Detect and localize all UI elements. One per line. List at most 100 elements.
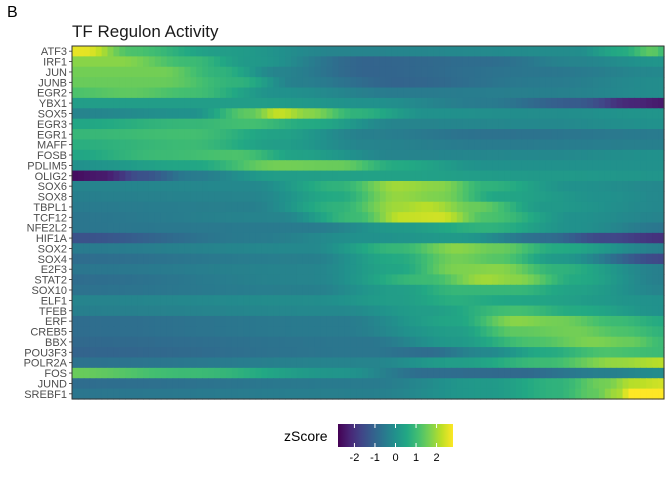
heatmap-cell <box>421 284 428 296</box>
heatmap-cell <box>326 149 334 161</box>
heatmap-cell <box>557 378 564 390</box>
heatmap-cell <box>338 336 345 348</box>
heatmap-cell <box>474 274 482 286</box>
heatmap-cell <box>107 56 115 68</box>
heatmap-cell <box>172 264 180 276</box>
heatmap-cell <box>563 201 570 213</box>
heatmap-cell <box>521 212 529 224</box>
heatmap-cell <box>148 222 156 234</box>
heatmap-cell <box>468 118 476 130</box>
heatmap-cell <box>539 315 547 327</box>
heatmap-cell <box>166 77 174 89</box>
heatmap-cell <box>326 170 334 182</box>
heatmap-cell <box>616 160 624 172</box>
heatmap-cell <box>231 139 239 151</box>
heatmap-cell <box>101 191 109 203</box>
heatmap-cell <box>89 108 97 120</box>
heatmap-cell <box>397 305 405 317</box>
heatmap-cell <box>220 160 227 172</box>
heatmap-cell <box>510 222 517 234</box>
heatmap-cell <box>249 212 257 224</box>
heatmap-cell <box>101 305 109 317</box>
heatmap-cell <box>569 378 576 390</box>
heatmap-cell <box>581 108 588 120</box>
heatmap-cell <box>516 222 523 234</box>
heatmap-cell <box>498 326 505 338</box>
heatmap-cell <box>137 295 144 307</box>
heatmap-cell <box>101 201 109 213</box>
heatmap-cell <box>291 118 298 130</box>
heatmap-cell <box>296 170 304 182</box>
heatmap-cell <box>516 305 523 317</box>
heatmap-cell <box>575 388 582 400</box>
heatmap-cell <box>492 222 499 234</box>
heatmap-cell <box>225 170 233 182</box>
heatmap-cell <box>587 108 594 120</box>
heatmap-cell <box>498 46 505 57</box>
heatmap-cell <box>450 139 458 151</box>
heatmap-cell <box>255 201 263 213</box>
heatmap-cell <box>344 118 351 130</box>
heatmap-cell <box>332 56 339 68</box>
heatmap-cell <box>308 367 316 379</box>
row-label: TCF12 <box>33 212 67 224</box>
heatmap-cell <box>196 243 203 255</box>
heatmap-cell <box>403 388 411 400</box>
heatmap-cell <box>492 264 499 276</box>
heatmap-cell <box>350 118 357 130</box>
heatmap-cell <box>545 77 553 89</box>
heatmap-cell <box>255 367 263 379</box>
heatmap-cell <box>468 264 476 276</box>
heatmap-cell <box>557 357 564 369</box>
heatmap-cell <box>320 357 328 369</box>
heatmap-cell <box>131 149 138 161</box>
heatmap-cell <box>208 87 215 99</box>
heatmap-cell <box>119 253 126 265</box>
heatmap-cell <box>610 357 618 369</box>
heatmap-cell <box>350 295 357 307</box>
heatmap-cell <box>598 191 606 203</box>
heatmap-cell <box>450 336 458 348</box>
heatmap-cell <box>302 149 310 161</box>
heatmap-cell <box>362 336 369 348</box>
heatmap-cell <box>533 357 541 369</box>
heatmap-cell <box>83 388 91 400</box>
heatmap-cell <box>409 66 416 78</box>
heatmap-cell <box>527 56 535 68</box>
heatmap-cell <box>166 388 174 400</box>
heatmap-cell <box>510 129 517 141</box>
heatmap-cell <box>450 295 458 307</box>
heatmap-cell <box>652 139 659 151</box>
heatmap-cell <box>296 66 304 78</box>
heatmap-cell <box>510 108 517 120</box>
heatmap-cell <box>356 253 363 265</box>
heatmap-cell <box>444 243 452 255</box>
heatmap-cell <box>190 170 197 182</box>
heatmap-cell <box>332 97 339 109</box>
heatmap-cell <box>77 232 85 244</box>
heatmap-cell <box>516 357 523 369</box>
heatmap-cell <box>640 222 647 234</box>
heatmap-cell <box>267 108 274 120</box>
heatmap-cell <box>557 222 564 234</box>
heatmap-cell <box>320 66 328 78</box>
heatmap-cell <box>308 46 316 57</box>
heatmap-cell <box>486 46 493 57</box>
heatmap-cell <box>598 232 606 244</box>
heatmap-cell <box>658 253 665 265</box>
heatmap-cell <box>368 284 375 296</box>
heatmap-cell <box>397 56 405 68</box>
heatmap-cell <box>604 222 612 234</box>
heatmap-cell <box>261 212 268 224</box>
heatmap-cell <box>249 336 257 348</box>
heatmap-cell <box>243 222 251 234</box>
heatmap-cell <box>486 232 493 244</box>
heatmap-cell <box>137 253 144 265</box>
heatmap-cell <box>178 129 186 141</box>
heatmap-cell <box>385 77 393 89</box>
heatmap-cell <box>285 378 292 390</box>
heatmap-cell <box>539 357 547 369</box>
heatmap-cell <box>551 149 559 161</box>
heatmap-cell <box>516 243 523 255</box>
heatmap-cell <box>208 77 215 89</box>
